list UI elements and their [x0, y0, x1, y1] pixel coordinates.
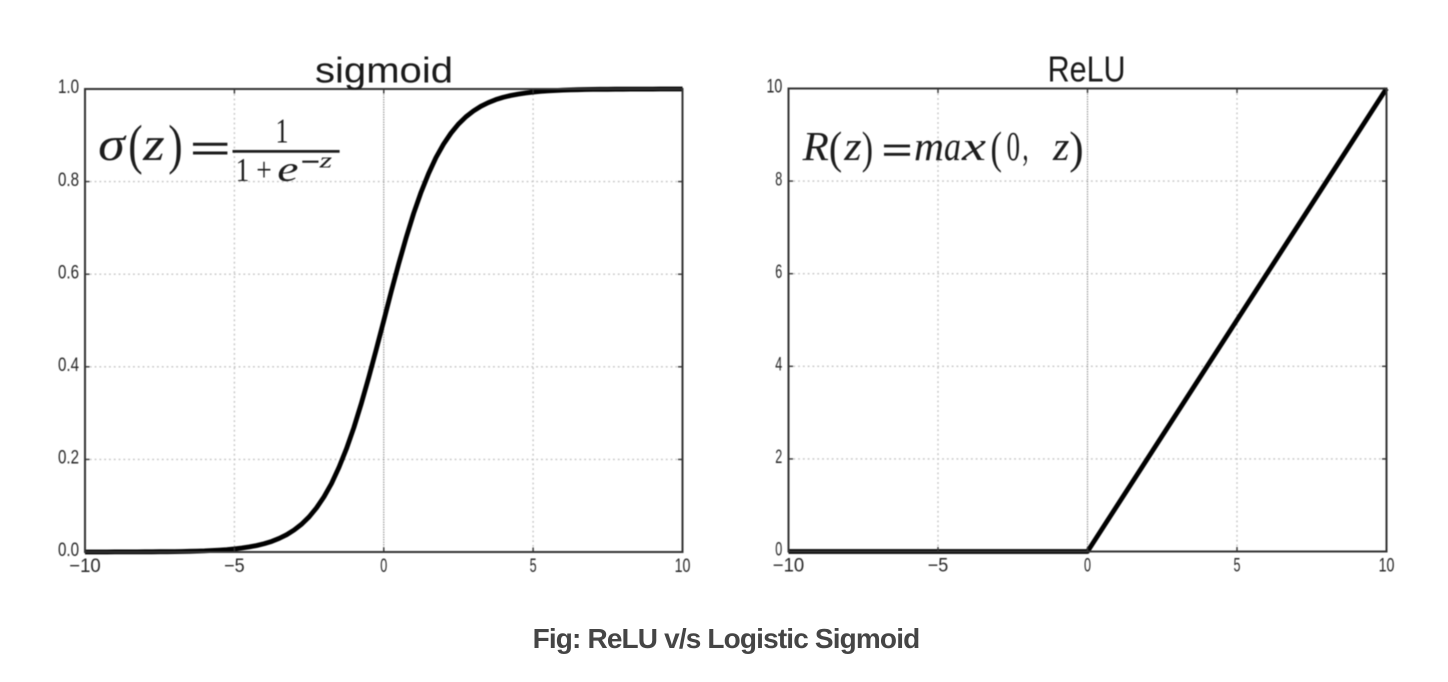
svg-text:): ) [862, 123, 873, 173]
svg-text:1.0: 1.0 [58, 77, 79, 98]
svg-text:−10: −10 [773, 556, 804, 577]
svg-text:σ: σ [98, 118, 127, 171]
svg-text:ReLU: ReLU [1048, 49, 1126, 90]
svg-text:0: 0 [775, 540, 782, 561]
svg-text:a: a [944, 123, 961, 169]
svg-text:8: 8 [775, 169, 782, 190]
svg-text:): ) [168, 114, 182, 175]
svg-text:z: z [318, 147, 333, 172]
svg-text:0.8: 0.8 [58, 170, 79, 191]
svg-text:0.4: 0.4 [58, 355, 79, 376]
svg-text:): ) [1069, 123, 1083, 173]
svg-text:z: z [1052, 123, 1069, 169]
svg-text:6: 6 [775, 262, 782, 283]
svg-text:z: z [142, 118, 165, 171]
svg-text:10: 10 [675, 556, 691, 577]
svg-text:,: , [1023, 123, 1029, 169]
svg-text:0: 0 [1007, 123, 1021, 169]
svg-text:5: 5 [1234, 556, 1241, 577]
svg-text:2: 2 [775, 447, 782, 468]
svg-text:(: ( [128, 114, 142, 175]
svg-text:R: R [802, 123, 829, 169]
svg-text:z: z [843, 123, 862, 169]
svg-text:sigmoid: sigmoid [315, 50, 453, 91]
svg-text:0: 0 [1084, 556, 1091, 577]
svg-text:−10: −10 [69, 556, 100, 577]
svg-text:−5: −5 [928, 556, 949, 577]
svg-text:(: ( [991, 123, 1003, 173]
svg-text:m: m [914, 123, 944, 169]
svg-text:0.2: 0.2 [58, 448, 79, 469]
svg-text:10: 10 [1379, 556, 1395, 577]
svg-text:x: x [961, 123, 986, 169]
svg-text:0.6: 0.6 [58, 262, 79, 283]
svg-text:5: 5 [530, 556, 537, 577]
svg-text:−5: −5 [224, 556, 245, 577]
svg-text:4: 4 [775, 355, 782, 376]
svg-text:0.0: 0.0 [58, 540, 79, 561]
svg-text:1: 1 [276, 111, 289, 150]
svg-text:+: + [256, 152, 272, 189]
svg-text:0: 0 [380, 556, 387, 577]
svg-text:10: 10 [767, 77, 783, 98]
svg-text:(: ( [829, 123, 842, 173]
svg-text:1: 1 [236, 152, 250, 189]
svg-text:e: e [277, 149, 298, 189]
